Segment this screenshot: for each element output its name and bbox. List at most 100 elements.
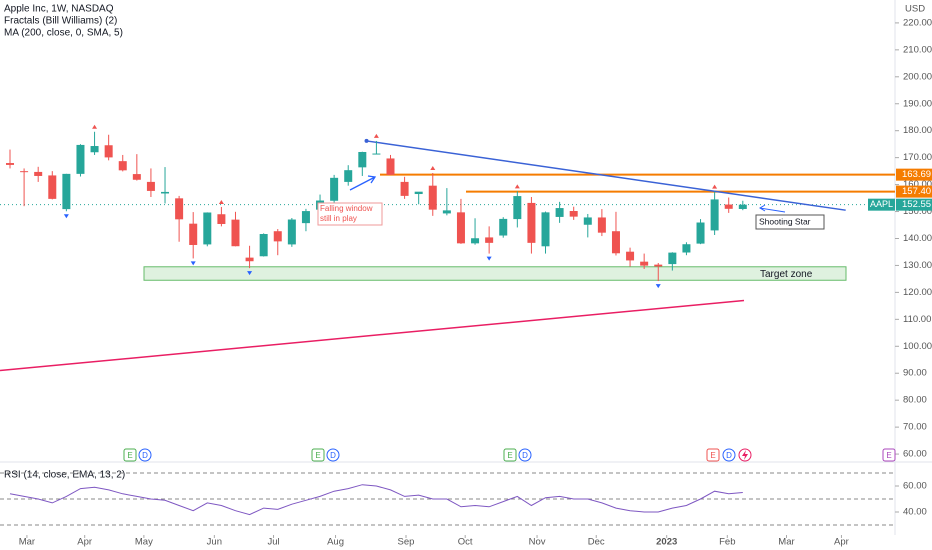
event-icon [138,448,152,462]
candle-body [245,257,254,262]
event-label: E [127,451,132,460]
y-tick-label: 130.00 [903,260,932,271]
target-zone-label: Target zone [760,269,813,280]
candle-body [597,217,606,233]
y-tick-label: 120.00 [903,287,932,298]
last-label: 152.55 [902,199,931,210]
indicator-label: Fractals (Bill Williams) (2) [4,16,117,27]
trendline-anchor [364,138,369,143]
candle-body [90,146,99,153]
level-badge [896,185,932,198]
candle-body [541,212,550,247]
x-tick-label: May [135,537,153,548]
candle-body [555,208,564,217]
candle-body [583,217,592,225]
event-label: E [315,451,320,460]
candle-body [682,244,691,253]
candle-body [132,174,141,180]
fractal-down [655,284,661,289]
candle-body [456,212,465,244]
y-tick-label: 100.00 [903,341,932,352]
level-label: 157.40 [902,186,931,197]
fractal-up [430,166,436,171]
fractal-down [190,261,196,266]
candle-body [626,251,635,261]
rsi-tick-label: 40.00 [903,507,927,518]
candle-body [471,238,480,244]
candle-body [358,151,367,168]
rsi-tick-label: 60.00 [903,481,927,492]
annotation: Shooting Star [759,216,811,226]
candle-body [710,199,719,231]
x-tick-label: 2023 [656,537,677,548]
x-tick-label: Jul [267,537,279,548]
candle-body [273,231,282,242]
event-label: D [142,451,148,460]
y-tick-label: 150.00 [903,206,932,217]
y-tick-label: 180.00 [903,125,932,136]
event-label: E [886,451,891,460]
x-tick-label: Sep [398,537,415,548]
candle-body [48,175,57,199]
y-tick-label: 80.00 [903,395,927,406]
candle-body [513,196,522,220]
level-label: 163.69 [902,169,931,180]
fractal-down [486,256,492,261]
event-icon [706,448,720,462]
event-label: D [330,451,336,460]
candle-body [611,231,620,254]
candle-body [6,163,15,165]
y-tick-label: 90.00 [903,368,927,379]
x-tick-label: Jun [207,537,222,548]
event-icon [742,450,748,460]
target-zone [143,266,847,281]
currency: USD [905,4,925,15]
annotation-box [755,214,825,230]
candle-body [104,145,113,158]
fractal-up [373,133,379,138]
candle-body [414,191,423,195]
fractal-up [514,184,520,189]
y-tick-label: 170.00 [903,152,932,163]
y-tick-label: 60.00 [903,449,927,460]
event-label: D [726,451,732,460]
annotation: Falling window still in play [320,204,373,223]
level-badge [896,168,932,181]
arrow [759,204,786,213]
fractal-up [92,124,98,129]
x-tick-label: Mar [19,537,35,548]
candle-body [76,144,85,174]
y-tick-label: 200.00 [903,71,932,82]
y-tick-label: 190.00 [903,98,932,109]
annotation-box [317,202,383,226]
x-tick-label: Apr [77,537,92,548]
y-tick-label: 70.00 [903,422,927,433]
event-label: E [507,451,512,460]
event-icon [518,448,532,462]
x-tick-label: Aug [327,537,344,548]
candle-body [569,211,578,217]
arrow [349,175,377,191]
event-icon [123,448,137,462]
fractal-up [218,199,224,204]
event-icon [882,448,896,462]
candle-body [696,222,705,244]
candle-body [527,202,536,243]
candle-body [231,219,240,247]
event-icon [503,448,517,462]
candle-body [386,158,395,175]
event-icon [311,448,325,462]
candle-body [118,161,127,171]
candle-body [640,261,649,266]
y-tick-label: 220.00 [903,17,932,28]
candle-body [217,214,226,224]
candle-body [738,204,747,209]
candle-body [485,237,494,243]
y-tick-label: 110.00 [903,314,931,325]
candle-body [34,171,43,176]
fractal-down [247,271,253,276]
trendline [366,140,846,211]
candle-body [62,173,71,210]
last-badge [896,198,932,211]
